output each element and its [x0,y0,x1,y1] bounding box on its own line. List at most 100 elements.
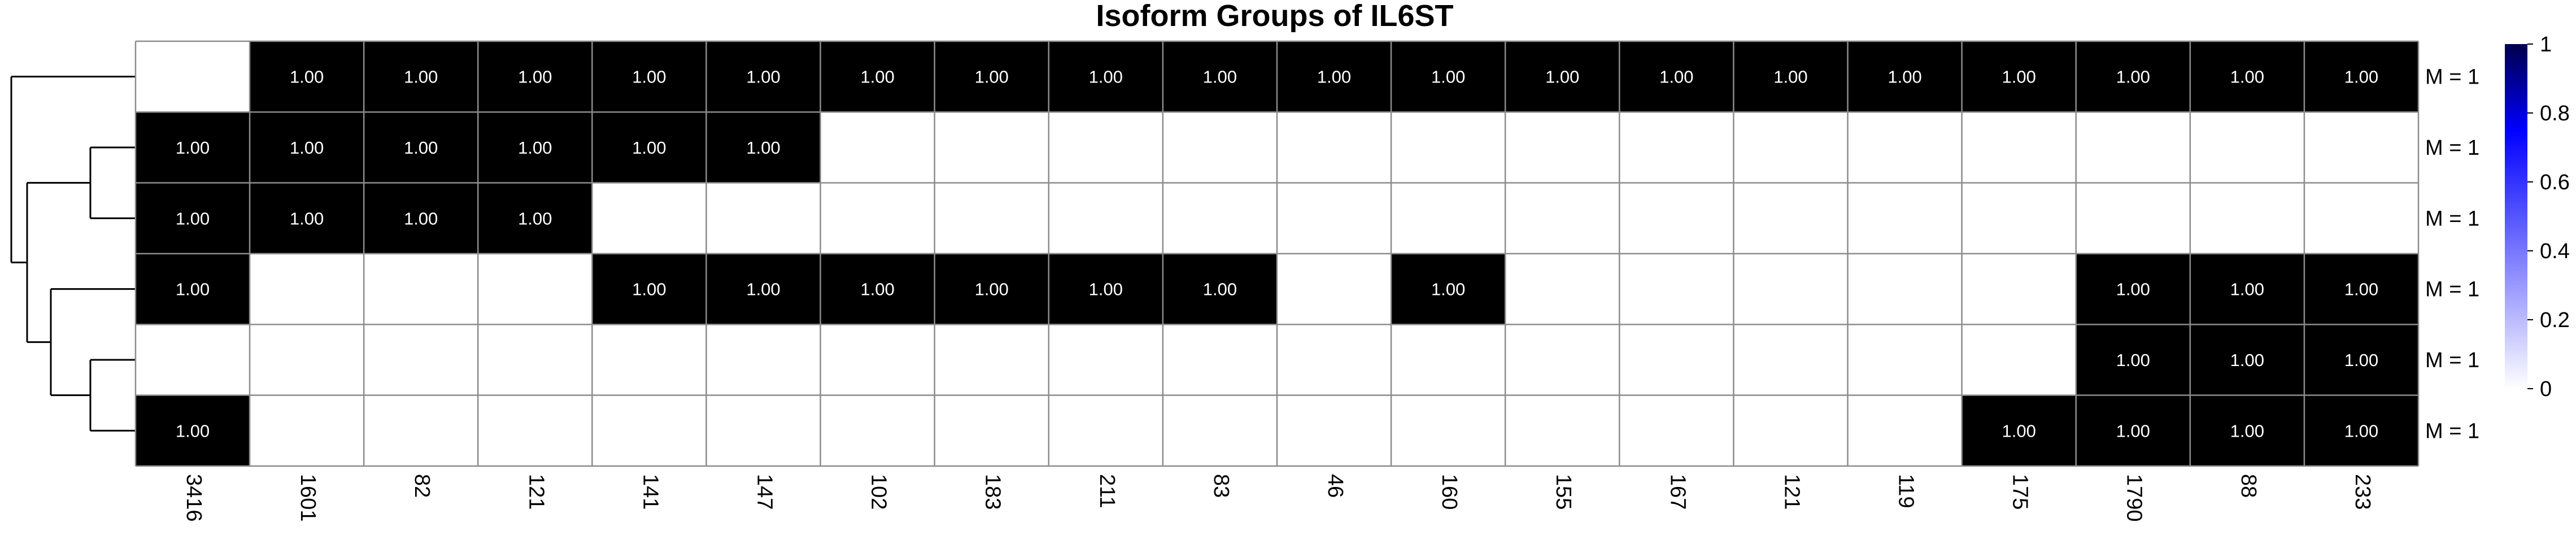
cell-value-label: 1.00 [2230,421,2264,441]
heatmap-cell [706,41,821,112]
cell-value-label: 1.00 [2230,67,2264,87]
chart-title: Isoform Groups of IL6ST [1096,0,1453,33]
heatmap-cell [136,41,250,112]
heatmap-cell [1505,112,1620,183]
heatmap-cell [364,254,478,325]
heatmap-cell [2076,112,2190,183]
cell-value-label: 1.00 [632,138,666,158]
cell-value-label: 1.00 [2344,350,2378,370]
heatmap-cell [2076,395,2190,466]
column-label: 88 [2237,474,2260,498]
cell-value-label: 1.00 [1431,280,1465,299]
row-label: M = 1 [2425,66,2479,89]
cell-value-label: 1.00 [2344,67,2378,87]
heatmap-cell [1847,41,1962,112]
color-scale-tick-label: 0.4 [2540,240,2570,263]
heatmap-cell [1847,254,1962,325]
heatmap-cell [2076,182,2190,254]
heatmap-cell [2076,254,2190,325]
cell-value-label: 1.00 [2230,280,2264,299]
column-label: 1601 [296,474,320,522]
heatmap-cell [1619,182,1734,254]
cell-value-label: 1.00 [1089,280,1123,299]
column-label: 233 [2351,474,2374,510]
heatmap-cell [1505,182,1620,254]
heatmap-cell [250,324,364,395]
heatmap-cell [478,41,592,112]
cell-value-label: 1.00 [404,67,438,87]
column-label: 167 [1666,474,1689,510]
color-scale-tick-label: 0 [2540,377,2552,401]
cell-value-label: 1.00 [176,208,210,228]
heatmap-cell [1619,112,1734,183]
heatmap-cell [820,182,935,254]
heatmap-cell [1733,324,1848,395]
color-scale-tick-label: 0.8 [2540,102,2570,125]
heatmap-cell [250,395,364,466]
heatmap-cell [1162,324,1277,395]
column-labels: 3416 1601 82 121 141 147 102 183 211 83 46 160 155 16… [182,474,2374,522]
cell-value-label: 1.00 [518,138,552,158]
heatmap-cell [1277,395,1392,466]
heatmap-cell [1962,182,2076,254]
heatmap-cell [1048,182,1163,254]
heatmap-cell [1048,41,1163,112]
heatmap-cell [1619,254,1734,325]
heatmap-cell [1619,395,1734,466]
heatmap-cell [592,395,707,466]
cell-value-label: 1.00 [518,67,552,87]
heatmap-cell [1847,112,1962,183]
heatmap-cell [364,41,478,112]
column-label: 175 [2008,474,2032,510]
heatmap-cell [1733,112,1848,183]
heatmap-cell [1048,112,1163,183]
heatmap-cell [1619,324,1734,395]
heatmap-cell [136,324,250,395]
heatmap-cell [2304,112,2418,183]
heatmap-cell [250,182,364,254]
cell-value-label: 1.00 [860,67,894,87]
heatmap-cell [1048,254,1163,325]
heatmap-cell [2304,395,2418,466]
heatmap-cell [706,182,821,254]
heatmap-cell [136,182,250,254]
heatmap-cell [934,112,1049,183]
color-scale-tick-label: 0.6 [2540,171,2570,194]
heatmap-cell [934,254,1049,325]
heatmap-cell [478,254,592,325]
heatmap-cell [1962,112,2076,183]
heatmap-cell [2190,395,2304,466]
heatmap-cell [2190,254,2304,325]
heatmap-cell [1277,182,1392,254]
heatmap-cell [934,41,1049,112]
heatmap-cell [1505,395,1620,466]
cell-value-label: 1.00 [290,208,324,228]
cell-value-label: 1.00 [860,280,894,299]
heatmap-cell [820,395,935,466]
heatmap-cell [2190,324,2304,395]
heatmap-cell [706,395,821,466]
heatmap-cell [592,182,707,254]
column-label: 102 [867,474,891,510]
heatmap-cell [1391,182,1506,254]
column-label: 119 [1894,474,1918,508]
heatmap-cell [1847,182,1962,254]
column-label: 121 [1780,474,1803,510]
row-label: M = 1 [2425,207,2479,230]
column-label: 141 [638,474,662,510]
heatmap-cell [478,395,592,466]
heatmap-cell [1962,324,2076,395]
heatmap-cell [2190,182,2304,254]
heatmap-cell [1391,41,1506,112]
cell-value-label: 1.00 [1317,67,1351,87]
heatmap-cell [706,112,821,183]
column-label: 46 [1323,474,1347,498]
color-scale-legend: 0 0.2 0.4 0.6 0.8 1 [2505,33,2570,401]
cell-value-label: 1.00 [2002,421,2035,441]
heatmap-cell [1505,41,1620,112]
heatmap-cell [1391,112,1506,183]
column-label: 147 [753,474,777,510]
heatmap-cell [250,254,364,325]
heatmap-cell [820,254,935,325]
